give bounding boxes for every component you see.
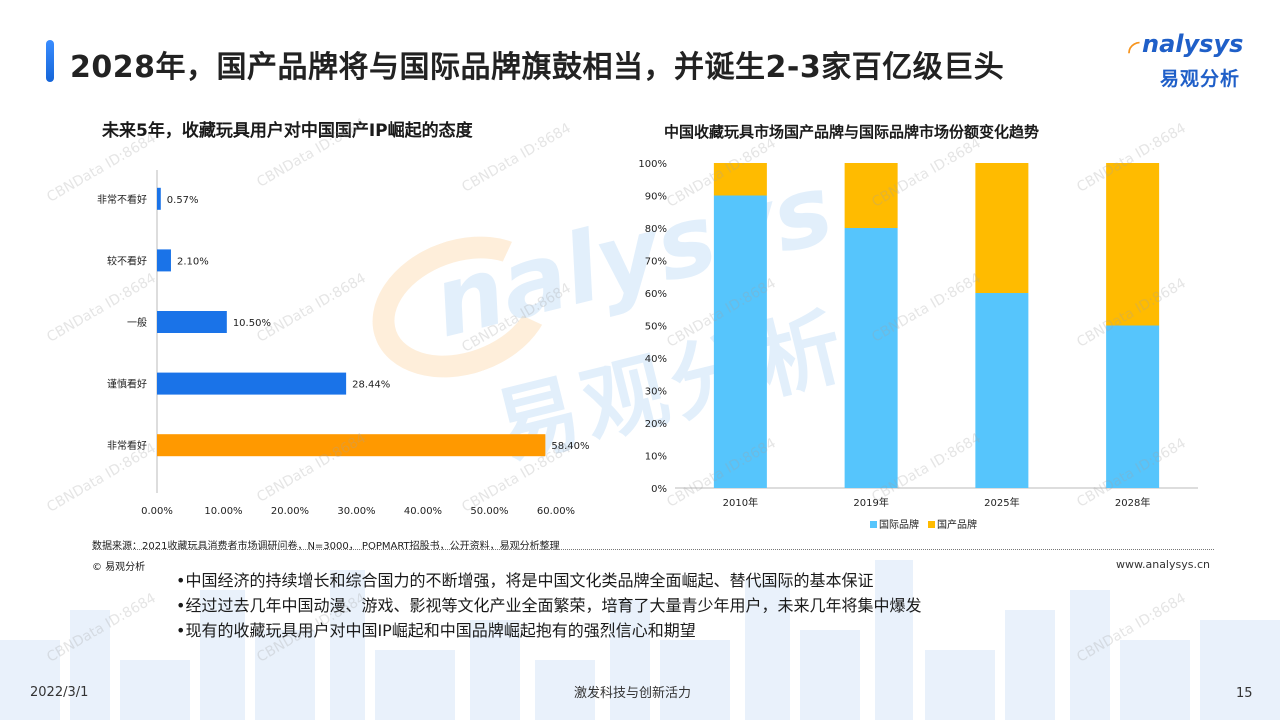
left-chart-title: 未来5年，收藏玩具用户对中国国产IP崛起的态度 bbox=[102, 121, 473, 141]
right-chart-title: 中国收藏玩具市场国产品牌与国际品牌市场份额变化趋势 bbox=[664, 123, 1040, 141]
x-tick-label: 10.00% bbox=[204, 506, 242, 517]
y-tick-label: 20% bbox=[645, 419, 667, 430]
footer-date: 2022/3/1 bbox=[30, 685, 89, 700]
page-number: 15 bbox=[1236, 686, 1253, 701]
stacked-bar-segment bbox=[975, 163, 1029, 293]
bar bbox=[157, 372, 347, 395]
x-tick-label: 30.00% bbox=[337, 506, 375, 517]
y-tick-label: 30% bbox=[645, 387, 667, 398]
x-tick-label: 0.00% bbox=[141, 506, 173, 517]
y-tick-label: 90% bbox=[645, 192, 667, 203]
stacked-bar-segment bbox=[844, 228, 898, 488]
bar bbox=[157, 311, 227, 333]
category-label: 非常不看好 bbox=[97, 193, 147, 206]
bar bbox=[157, 434, 546, 457]
category-label: 谨慎看好 bbox=[107, 378, 147, 391]
key-points-list: •中国经济的持续增长和综合国力的不断增强，将是中国文化类品牌全面崛起、替代国际的… bbox=[176, 568, 921, 643]
copyright-text: © 易观分析 bbox=[92, 562, 146, 573]
x-tick-label: 2028年 bbox=[1115, 496, 1150, 509]
logo-english: nalysys bbox=[1142, 30, 1244, 58]
title-accent-bar bbox=[46, 40, 54, 82]
bar bbox=[157, 249, 171, 272]
y-tick-label: 80% bbox=[645, 224, 667, 235]
footer-slogan: 激发科技与创新活力 bbox=[574, 686, 692, 701]
logo-chinese: 易观分析 bbox=[1160, 68, 1241, 90]
website-link[interactable]: www.analysys.cn bbox=[1116, 558, 1210, 571]
x-tick-label: 20.00% bbox=[271, 506, 309, 517]
category-label: 较不看好 bbox=[107, 254, 147, 267]
key-point: •现有的收藏玩具用户对中国IP崛起和中国品牌崛起抱有的强烈信心和期望 bbox=[176, 621, 696, 640]
data-source-note: 数据来源：2021收藏玩具消费者市场调研问卷，N=3000， POPMART招股… bbox=[92, 541, 560, 552]
page-title: 2028年，国产品牌将与国际品牌旗鼓相当，并诞生2-3家百亿级巨头 bbox=[70, 50, 1005, 85]
market-share-stacked-chart: 0% 10% 20% 30% 40% 50% 60% 70% 80% 90% 100% 2010年 20… bbox=[638, 159, 1198, 531]
stacked-bar-segment bbox=[1106, 325, 1160, 488]
y-tick-label: 10% bbox=[645, 452, 667, 463]
legend-swatch bbox=[870, 521, 877, 528]
y-tick-label: 60% bbox=[645, 289, 667, 300]
divider bbox=[92, 549, 1214, 550]
data-label: 10.50% bbox=[233, 318, 271, 329]
logo-swoosh-icon: ◜ bbox=[1128, 34, 1140, 69]
legend-swatch bbox=[928, 521, 935, 528]
key-point: •经过过去几年中国动漫、游戏、影视等文化产业全面繁荣，培育了大量青少年用户，未来… bbox=[176, 596, 922, 615]
bar bbox=[157, 187, 161, 210]
stacked-bar-segment bbox=[975, 293, 1029, 488]
data-label: 58.40% bbox=[551, 441, 589, 452]
x-tick-label: 50.00% bbox=[470, 506, 508, 517]
y-tick-label: 0% bbox=[651, 484, 667, 495]
data-label: 0.57% bbox=[167, 195, 199, 206]
x-tick-label: 2019年 bbox=[853, 496, 888, 509]
analysys-logo: ◜ nalysys 易观分析 bbox=[1128, 30, 1258, 94]
category-label: 一般 bbox=[127, 316, 147, 329]
y-tick-label: 70% bbox=[645, 257, 667, 268]
stacked-bar-segment bbox=[713, 163, 767, 196]
city-skyline-background bbox=[0, 560, 1280, 720]
key-point: •中国经济的持续增长和综合国力的不断增强，将是中国文化类品牌全面崛起、替代国际的… bbox=[176, 571, 874, 590]
y-tick-label: 40% bbox=[645, 354, 667, 365]
x-tick-label: 2025年 bbox=[984, 496, 1019, 509]
x-tick-label: 40.00% bbox=[404, 506, 442, 517]
data-label: 2.10% bbox=[177, 256, 209, 267]
x-tick-label: 60.00% bbox=[537, 506, 575, 517]
y-tick-label: 100% bbox=[638, 159, 667, 170]
legend-label: 国产品牌 bbox=[937, 518, 977, 531]
stacked-bar-segment bbox=[1106, 163, 1160, 326]
stacked-bar-segment bbox=[844, 163, 898, 228]
x-tick-label: 2010年 bbox=[723, 496, 758, 509]
legend-label: 国际品牌 bbox=[879, 518, 919, 531]
y-tick-label: 50% bbox=[645, 322, 667, 333]
attitude-bar-chart: 非常不看好 0.57% 较不看好 2.10% 一般 10.50% 谨慎看好 28.44% 非常看… bbox=[97, 170, 590, 517]
data-label: 28.44% bbox=[352, 380, 390, 391]
category-label: 非常看好 bbox=[107, 439, 147, 452]
stacked-bar-segment bbox=[713, 195, 767, 488]
